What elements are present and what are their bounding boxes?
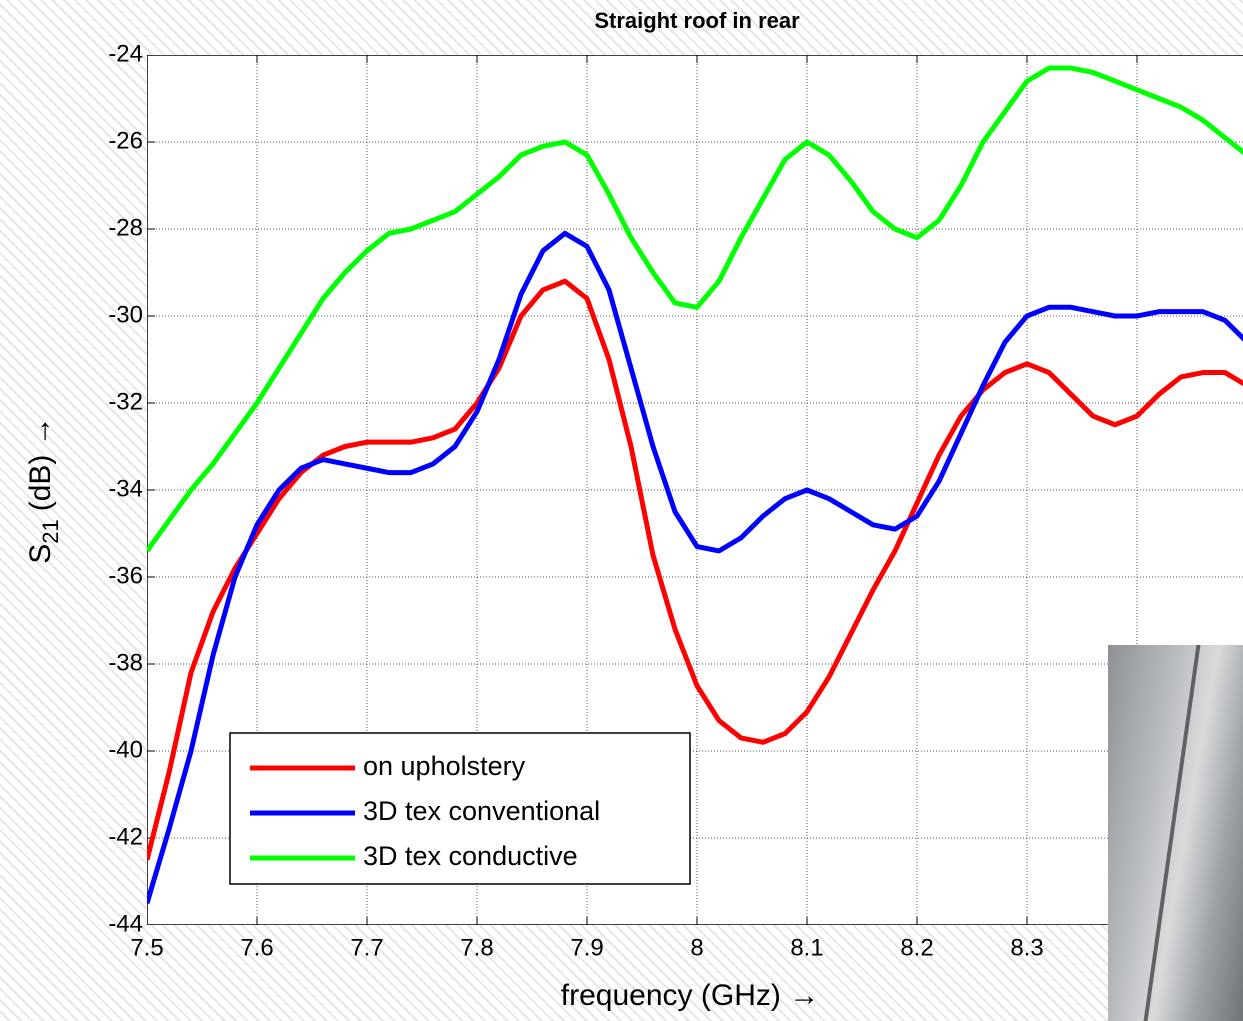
y-tick-label: -44 xyxy=(108,910,143,937)
y-label-symbol: S xyxy=(24,544,57,564)
x-tick-label: 8.1 xyxy=(790,934,823,961)
data-line xyxy=(147,278,1243,861)
x-axis-label: frequency (GHz) → xyxy=(561,979,819,1012)
y-tick-label: -38 xyxy=(108,649,143,676)
data-line xyxy=(147,65,1243,553)
legend-label: on upholstery xyxy=(363,751,526,781)
y-tick-label: -32 xyxy=(108,388,143,415)
y-label-unit: (dB) → xyxy=(24,416,57,511)
y-tick-label: -26 xyxy=(108,127,143,154)
data-line xyxy=(147,230,1243,904)
photo-inset xyxy=(1108,645,1243,1021)
x-tick-label: 7.8 xyxy=(460,934,493,961)
chart-title: Straight roof in rear xyxy=(594,8,800,33)
plot-area xyxy=(147,55,1243,925)
y-tick-label: -24 xyxy=(108,40,143,67)
legend-label: 3D tex conventional xyxy=(363,796,600,826)
legend-label: 3D tex conductive xyxy=(363,841,578,871)
x-tick-label: 7.5 xyxy=(130,934,163,961)
y-tick-label: -30 xyxy=(108,301,143,328)
y-axis-label: S21 (dB) → xyxy=(24,416,63,564)
y-label-subscript: 21 xyxy=(38,519,63,543)
y-tick-label: -34 xyxy=(108,475,143,502)
x-tick-label: 7.6 xyxy=(240,934,273,961)
x-tick-label: 8.3 xyxy=(1010,934,1043,961)
y-tick-label: -42 xyxy=(108,823,143,850)
x-tick-label: 8 xyxy=(690,934,703,961)
y-tick-label: -36 xyxy=(108,562,143,589)
x-tick-label: 7.9 xyxy=(570,934,603,961)
y-tick-label: -40 xyxy=(108,736,143,763)
x-tick-label: 7.7 xyxy=(350,934,383,961)
x-tick-label: 8.2 xyxy=(900,934,933,961)
y-tick-label: -28 xyxy=(108,214,143,241)
